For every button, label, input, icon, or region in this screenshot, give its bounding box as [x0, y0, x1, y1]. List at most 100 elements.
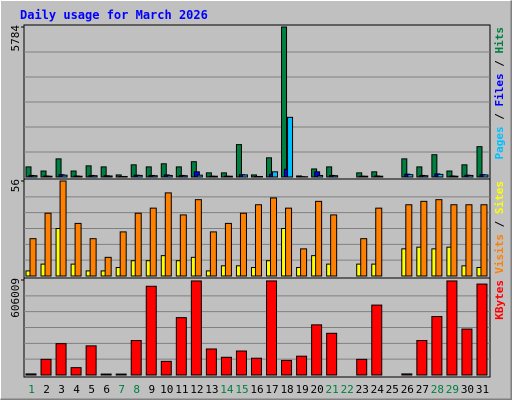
bar — [106, 175, 113, 178]
x-tick-label: 21 — [326, 383, 339, 396]
bar — [360, 238, 368, 277]
x-tick-label: 8 — [133, 383, 140, 396]
bar — [115, 373, 127, 376]
x-tick-label: 11 — [175, 383, 188, 396]
bar — [226, 175, 233, 178]
bar — [40, 358, 52, 376]
bar — [405, 204, 413, 277]
bar — [482, 174, 489, 178]
bar — [375, 207, 383, 277]
legend-separator: / — [493, 214, 506, 234]
bar — [134, 212, 142, 277]
legend-entry: KBytes — [493, 280, 506, 320]
bar — [300, 248, 308, 277]
bar — [61, 174, 68, 178]
x-tick-label: 5 — [88, 383, 95, 396]
bar — [377, 175, 384, 178]
bar — [311, 324, 323, 376]
y-tick-label: 5784 — [9, 25, 22, 52]
bar — [256, 175, 263, 178]
bar — [476, 146, 483, 178]
x-tick-label: 1 — [28, 383, 35, 396]
bar — [130, 340, 142, 376]
legend-entry: Sites — [493, 181, 506, 214]
bar — [266, 280, 278, 376]
x-tick-label: 12 — [190, 383, 203, 396]
bar — [175, 317, 187, 376]
x-tick-label: 13 — [205, 383, 218, 396]
bar — [91, 175, 98, 178]
bar — [235, 350, 247, 376]
bar — [285, 207, 293, 277]
bar — [465, 204, 473, 277]
x-tick-label: 7 — [118, 383, 125, 396]
x-tick-label: 9 — [148, 383, 155, 396]
bar — [356, 358, 368, 376]
bar — [59, 180, 67, 277]
x-tick-label: 29 — [446, 383, 459, 396]
bar — [151, 175, 158, 178]
x-tick-label: 4 — [73, 383, 80, 396]
bar — [55, 343, 67, 376]
legend-separator: / — [493, 107, 506, 127]
x-tick-label: 19 — [295, 383, 308, 396]
bar — [136, 174, 143, 178]
x-tick-label: 15 — [235, 383, 248, 396]
bar — [480, 204, 488, 277]
x-tick-label: 27 — [416, 383, 429, 396]
x-tick-label: 25 — [386, 383, 399, 396]
bar — [149, 207, 157, 277]
bar — [190, 280, 202, 376]
bar — [160, 360, 172, 376]
x-tick-label: 28 — [431, 383, 444, 396]
bar — [452, 175, 459, 178]
x-tick-label: 22 — [341, 383, 354, 396]
bar — [272, 171, 279, 178]
bar — [209, 231, 217, 277]
y-tick-label: 56 — [9, 179, 22, 192]
bar — [431, 316, 443, 376]
x-tick-label: 18 — [280, 383, 293, 396]
x-tick-label: 2 — [43, 383, 50, 396]
y-tick-label: 606009 — [9, 278, 22, 318]
x-tick-label: 31 — [476, 383, 489, 396]
bar — [250, 357, 262, 376]
bar — [315, 200, 323, 277]
x-tick-label: 10 — [160, 383, 173, 396]
x-tick-label: 6 — [103, 383, 110, 396]
legend-entry: Hits — [493, 27, 506, 54]
bar — [281, 26, 288, 178]
bar — [179, 214, 187, 277]
bar — [104, 256, 112, 277]
bar — [89, 238, 97, 277]
bar — [166, 174, 173, 178]
bar — [270, 197, 278, 277]
bar — [205, 348, 217, 376]
bar — [44, 212, 52, 277]
bar — [119, 231, 127, 277]
x-tick-label: 14 — [220, 383, 234, 396]
bar — [330, 214, 338, 277]
bar — [420, 200, 428, 277]
bar — [31, 175, 38, 178]
bar — [250, 174, 257, 178]
x-tick-label: 30 — [461, 383, 474, 396]
bar — [29, 238, 37, 277]
x-tick-label: 23 — [356, 383, 369, 396]
bar — [76, 175, 83, 178]
bar — [422, 175, 429, 178]
bar — [254, 204, 262, 277]
bar — [211, 175, 218, 178]
bar — [281, 359, 293, 376]
bar — [317, 174, 324, 178]
bar — [46, 175, 53, 178]
x-tick-label: 16 — [250, 383, 263, 396]
bar — [74, 222, 82, 277]
legend: KBytes — [493, 280, 506, 320]
bar — [164, 192, 172, 277]
bar — [296, 355, 308, 376]
chart-title: Daily usage for March 2026 — [20, 8, 208, 22]
bar — [362, 175, 369, 178]
bar — [25, 373, 37, 376]
